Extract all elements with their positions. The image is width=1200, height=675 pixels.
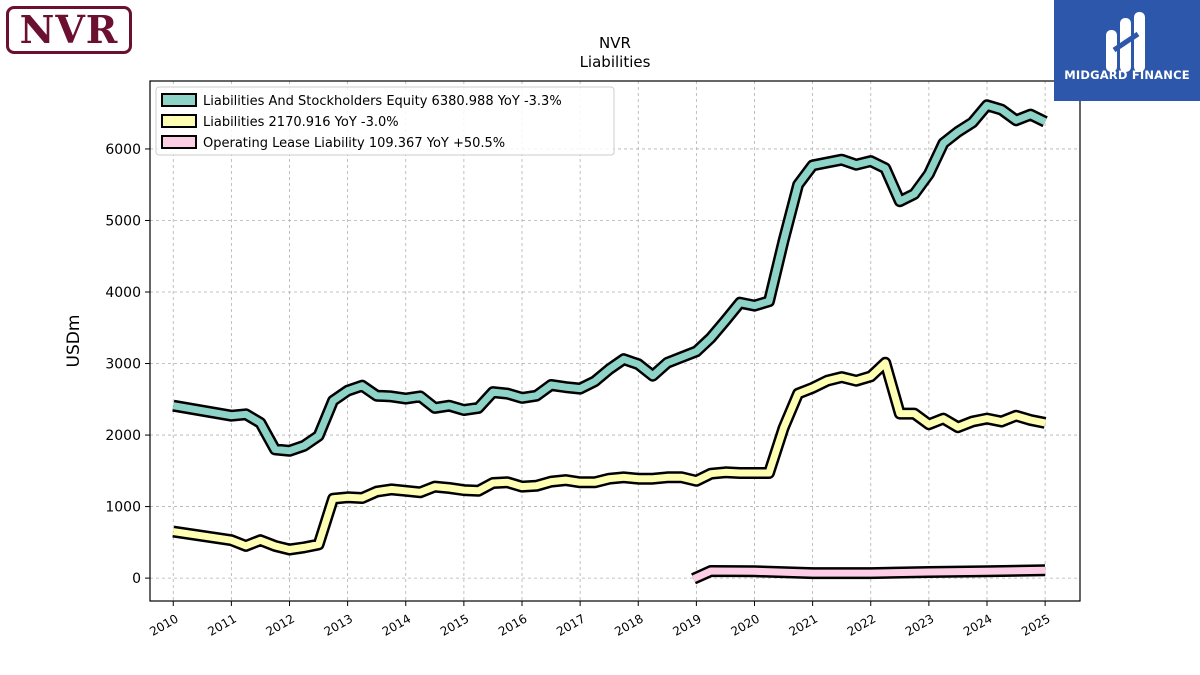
x-tick-label: 2014 xyxy=(380,611,413,638)
y-axis-ticks: 0 1000 2000 3000 4000 5000 6000 xyxy=(105,142,150,587)
x-tick-label: 2024 xyxy=(961,611,994,638)
x-tick-label: 2017 xyxy=(554,611,587,638)
x-tick-label: 2022 xyxy=(845,611,878,638)
y-tick-label: 3000 xyxy=(105,357,141,373)
chart-subtitle: Liabilities xyxy=(580,53,651,71)
x-tick-label: 2013 xyxy=(322,611,355,638)
legend-swatch-lease xyxy=(161,135,197,149)
y-tick-label: 4000 xyxy=(105,285,141,301)
y-axis-label: USDm xyxy=(64,315,84,368)
x-tick-label: 2018 xyxy=(612,611,645,638)
nvr-logo: NVR xyxy=(6,6,132,54)
nvr-logo-text: NVR xyxy=(19,7,119,52)
legend-label-lease: Operating Lease Liability 109.367 YoY +5… xyxy=(203,136,505,151)
x-axis-ticks: 2010 2011 2012 2013 2014 2015 2016 2017 2018 2019… xyxy=(147,601,1053,639)
plot-frame xyxy=(149,80,1081,602)
y-tick-label: 6000 xyxy=(105,142,141,158)
x-tick-label: 2012 xyxy=(264,611,297,638)
x-tick-label: 2011 xyxy=(205,611,238,638)
x-tick-label: 2023 xyxy=(903,611,936,638)
series-line-lease xyxy=(692,566,1046,582)
x-tick-label: 2016 xyxy=(496,611,529,638)
series-outline-equity xyxy=(172,99,1048,457)
series-lines xyxy=(172,99,1048,585)
y-tick-label: 2000 xyxy=(105,428,141,444)
x-tick-label: 2021 xyxy=(787,611,820,638)
y-tick-label: 5000 xyxy=(105,213,141,229)
x-tick-label: 2015 xyxy=(438,611,471,638)
legend-label-equity: Liabilities And Stockholders Equity 6380… xyxy=(203,94,562,109)
chart-title: NVR xyxy=(599,34,631,52)
x-tick-label: 2025 xyxy=(1019,611,1052,638)
legend: Liabilities And Stockholders Equity 6380… xyxy=(155,86,615,156)
legend-swatch-liabilities xyxy=(161,114,197,128)
series-line-liabilities xyxy=(172,359,1046,553)
y-tick-label: 0 xyxy=(132,571,141,587)
x-tick-label: 2010 xyxy=(147,611,180,638)
legend-box xyxy=(155,86,615,156)
legend-label-liabilities: Liabilities 2170.916 YoY -3.0% xyxy=(203,115,399,130)
legend-swatch-equity xyxy=(161,93,197,107)
series-line-equity xyxy=(172,101,1047,455)
midgard-logo-text: MIDGARD FINANCE xyxy=(1064,68,1190,82)
x-tick-label: 2020 xyxy=(729,611,762,638)
series-outline-liabilities xyxy=(172,356,1047,556)
midgard-mark-icon xyxy=(1106,12,1145,72)
midgard-finance-logo: MIDGARD FINANCE xyxy=(1054,0,1200,101)
y-tick-label: 1000 xyxy=(105,500,141,516)
x-tick-label: 2019 xyxy=(670,611,703,638)
